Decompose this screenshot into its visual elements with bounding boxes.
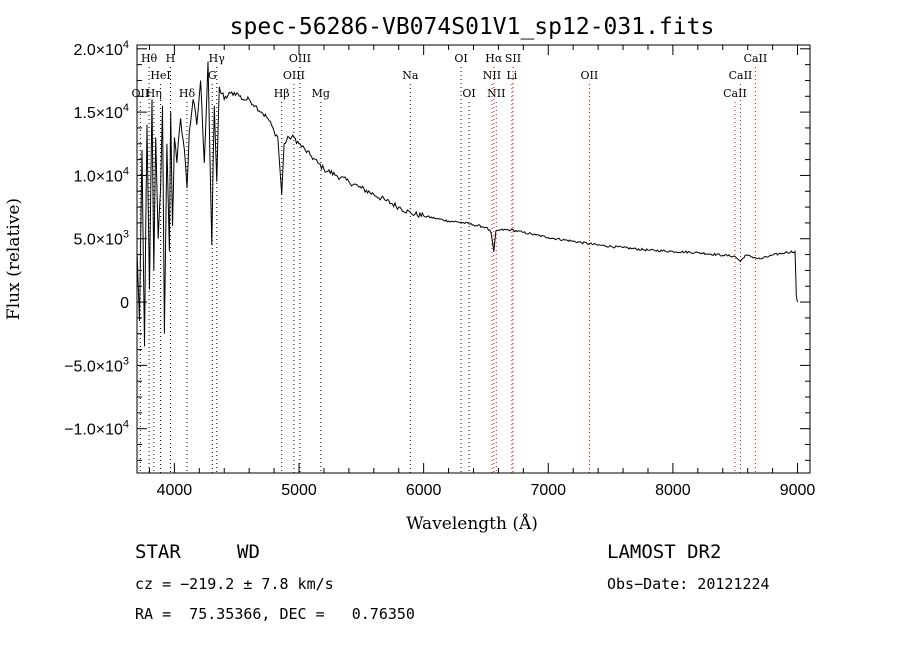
spectral-line-label-0: Hθ bbox=[141, 52, 158, 65]
spectral-line-label-7: CaII bbox=[744, 52, 768, 65]
y-tick-label-5: −5.0×103 bbox=[64, 355, 129, 375]
y-axis-label: Flux (relative) bbox=[4, 198, 24, 320]
redshift-readout: cz = −219.2 ± 7.8 km/s bbox=[135, 575, 334, 593]
y-tick-label-2: 1.0×104 bbox=[73, 165, 129, 185]
spectral-line-label-8: HeI bbox=[150, 69, 170, 82]
spectral-line-label-17: Hη bbox=[146, 87, 162, 100]
spectral-line-label-1: H bbox=[166, 52, 176, 65]
y-axis-ticks: 2.0×104 1.5×104 1.0×104 5.0×103 0 −5.0×103 −1.… bbox=[64, 39, 810, 461]
spectral-line-label-14: OII bbox=[581, 69, 599, 82]
spectral-line-label-12: NII bbox=[483, 69, 501, 82]
observation-date: Obs−Date: 20121224 bbox=[607, 575, 770, 593]
x-tick-label-2: 6000 bbox=[406, 482, 442, 499]
y-tick-label-6: −1.0×104 bbox=[64, 419, 129, 439]
x-tick-label-5: 9000 bbox=[780, 482, 816, 499]
spectral-line-label-21: OI bbox=[462, 87, 475, 100]
y-tick-label-4: 0 bbox=[120, 295, 129, 312]
spectral-line-label-5: Hα bbox=[485, 52, 503, 65]
spectral-line-label-9: G bbox=[208, 69, 217, 82]
spectral-line-label-11: Na bbox=[402, 69, 419, 82]
spectral-line-label-3: OIII bbox=[289, 52, 311, 65]
spectral-line-label-18: Hδ bbox=[179, 87, 196, 100]
spectral-line-label-13: Li bbox=[506, 69, 517, 82]
x-tick-label-3: 7000 bbox=[530, 482, 566, 499]
x-tick-label-4: 8000 bbox=[655, 482, 691, 499]
spectral-line-label-16: OII bbox=[132, 87, 150, 100]
chart-title: spec-56286-VB074S01V1_sp12-031.fits bbox=[230, 14, 715, 40]
spectral-line-label-15: CaII bbox=[729, 69, 753, 82]
spectral-line-label-2: Hγ bbox=[209, 52, 226, 65]
x-tick-label-0: 4000 bbox=[157, 482, 193, 499]
object-subclass: WD bbox=[237, 541, 260, 563]
y-tick-label-3: 5.0×103 bbox=[73, 229, 129, 249]
coordinates-readout: RA = 75.35366, DEC = 0.76350 bbox=[135, 605, 415, 623]
survey-name: LAMOST DR2 bbox=[607, 541, 722, 563]
spectrum-line bbox=[136, 61, 798, 347]
x-axis-ticks: 4000 5000 6000 7000 8000 9000 bbox=[148, 45, 816, 499]
spectral-line-label-23: CaII bbox=[723, 87, 747, 100]
y-tick-label-1: 1.5×104 bbox=[73, 102, 129, 122]
spectral-line-label-6: SII bbox=[505, 52, 521, 65]
x-tick-label-1: 5000 bbox=[281, 482, 317, 499]
spectral-line-label-22: NII bbox=[487, 87, 505, 100]
spectral-line-label-10: OIII bbox=[283, 69, 305, 82]
x-axis-label: Wavelength (Å) bbox=[406, 513, 538, 534]
spectral-line-label-20: Mg bbox=[312, 87, 330, 100]
spectral-line-label-19: Hβ bbox=[274, 87, 290, 100]
spectral-line-markers bbox=[139, 67, 756, 473]
object-class: STAR bbox=[135, 541, 181, 563]
y-tick-label-0: 2.0×104 bbox=[73, 39, 129, 59]
spectral-line-label-4: OI bbox=[454, 52, 467, 65]
plot-frame bbox=[136, 44, 811, 474]
